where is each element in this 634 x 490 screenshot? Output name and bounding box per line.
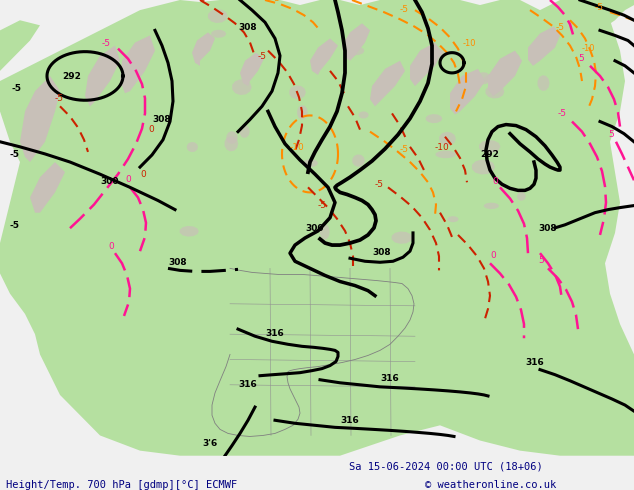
Polygon shape (426, 114, 443, 123)
Text: 308: 308 (538, 224, 557, 233)
Text: -10: -10 (290, 143, 305, 152)
Text: -5: -5 (10, 221, 20, 230)
Polygon shape (448, 216, 458, 222)
Text: 300: 300 (305, 224, 323, 233)
Polygon shape (240, 52, 264, 86)
Text: -5: -5 (400, 5, 409, 14)
Polygon shape (517, 192, 526, 201)
Text: -5: -5 (102, 39, 111, 48)
Text: -5: -5 (318, 200, 327, 210)
Text: 5: 5 (608, 130, 614, 139)
Polygon shape (580, 0, 634, 30)
Text: -5: -5 (558, 109, 567, 119)
Polygon shape (359, 111, 369, 119)
Text: -5: -5 (10, 150, 20, 159)
Polygon shape (297, 105, 307, 120)
Polygon shape (0, 20, 40, 81)
Polygon shape (436, 150, 456, 158)
Polygon shape (484, 203, 499, 209)
Text: 300: 300 (100, 177, 119, 186)
Text: -5: -5 (272, 0, 281, 3)
Polygon shape (0, 0, 634, 456)
Text: -5: -5 (258, 52, 267, 61)
Polygon shape (120, 35, 155, 93)
Text: -5: -5 (55, 94, 64, 103)
Text: 0: 0 (108, 242, 113, 251)
Polygon shape (211, 30, 226, 38)
Text: Height/Temp. 700 hPa [gdmp][°C] ECMWF: Height/Temp. 700 hPa [gdmp][°C] ECMWF (6, 480, 238, 490)
Polygon shape (476, 72, 491, 84)
Text: -5: -5 (12, 84, 22, 93)
Polygon shape (192, 32, 215, 66)
Polygon shape (392, 231, 413, 244)
Polygon shape (370, 61, 405, 106)
Polygon shape (342, 24, 370, 61)
Text: 308: 308 (152, 115, 171, 123)
Polygon shape (179, 226, 199, 237)
Polygon shape (488, 50, 522, 96)
Text: -10: -10 (463, 39, 477, 48)
Polygon shape (85, 46, 120, 106)
Polygon shape (303, 159, 318, 167)
Polygon shape (226, 131, 238, 144)
Text: 316: 316 (238, 380, 257, 389)
Polygon shape (30, 162, 65, 213)
Polygon shape (208, 9, 228, 23)
Text: 292: 292 (480, 150, 499, 159)
Polygon shape (240, 125, 250, 138)
Text: -10: -10 (435, 143, 450, 152)
Text: 292: 292 (62, 72, 81, 81)
Polygon shape (20, 76, 60, 162)
Polygon shape (224, 136, 238, 151)
Polygon shape (506, 53, 520, 62)
Text: -5: -5 (375, 180, 384, 189)
Text: 316: 316 (340, 416, 359, 425)
Polygon shape (346, 46, 365, 55)
Text: 0: 0 (492, 177, 498, 186)
Text: -5: -5 (198, 0, 207, 3)
Polygon shape (187, 142, 198, 152)
Text: 316: 316 (525, 358, 544, 367)
Polygon shape (472, 160, 495, 174)
Polygon shape (353, 154, 365, 167)
Polygon shape (528, 26, 560, 66)
Polygon shape (289, 85, 306, 99)
Text: -10: -10 (582, 44, 595, 52)
Polygon shape (484, 74, 499, 83)
Text: 316: 316 (265, 329, 284, 338)
Text: 0: 0 (490, 251, 496, 260)
Text: 308: 308 (372, 248, 391, 257)
Text: © weatheronline.co.uk: © weatheronline.co.uk (425, 480, 556, 490)
Text: 308: 308 (168, 258, 186, 268)
Text: 3'6: 3'6 (202, 439, 217, 447)
Text: 308: 308 (238, 24, 257, 32)
Polygon shape (538, 75, 550, 91)
Polygon shape (450, 69, 485, 115)
Text: 0: 0 (148, 124, 154, 134)
Text: 0: 0 (125, 175, 131, 184)
Polygon shape (310, 39, 338, 75)
Text: 5: 5 (538, 256, 544, 265)
Polygon shape (320, 224, 330, 240)
Polygon shape (439, 132, 456, 146)
Polygon shape (430, 49, 445, 57)
Text: -5: -5 (556, 24, 565, 32)
Polygon shape (410, 43, 442, 86)
Text: -5: -5 (400, 145, 409, 154)
Text: 5: 5 (578, 54, 584, 63)
Text: -5: -5 (595, 3, 604, 12)
Polygon shape (486, 85, 505, 98)
Text: 316: 316 (380, 374, 399, 383)
Polygon shape (479, 140, 500, 153)
Text: Sa 15-06-2024 00:00 UTC (18+06): Sa 15-06-2024 00:00 UTC (18+06) (349, 462, 543, 471)
Text: 0: 0 (140, 170, 146, 179)
Polygon shape (232, 79, 252, 95)
